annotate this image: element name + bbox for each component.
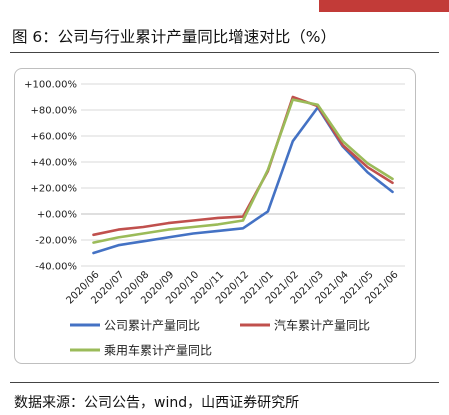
- top-accent-bar: [0, 0, 449, 12]
- data-source-note: 数据来源：公司公告，wind，山西证券研究所: [14, 395, 300, 411]
- y-tick-label: +20.00%: [30, 184, 77, 195]
- chart-frame: [14, 68, 416, 364]
- y-tick-label: +60.00%: [30, 132, 77, 143]
- legend-label: 汽车累计产量同比: [274, 318, 370, 333]
- series-line-2: [92, 95, 394, 237]
- y-tick-label: +0.00%: [37, 210, 77, 221]
- figure-title: 图 6：公司与行业累计产量同比增速对比（%）: [12, 28, 337, 46]
- y-tick-label: +100.00%: [24, 80, 77, 91]
- y-tick-label: +80.00%: [30, 106, 77, 117]
- series-line-1: [92, 106, 394, 255]
- title-divider: [10, 52, 439, 53]
- y-tick-label: +40.00%: [30, 158, 77, 169]
- legend-label: 乘用车累计产量同比: [104, 343, 212, 358]
- line-chart: -40.00% -20.00% +0.00% +20.00% +40.00% +60.00…: [24, 80, 405, 358]
- y-tick-label: -20.00%: [35, 236, 77, 247]
- series-line-3: [92, 98, 394, 244]
- legend-label: 公司累计产量同比: [104, 319, 200, 333]
- source-divider: [10, 382, 439, 383]
- y-tick-label: -40.00%: [35, 262, 77, 273]
- red-accent-strip: [319, 0, 449, 12]
